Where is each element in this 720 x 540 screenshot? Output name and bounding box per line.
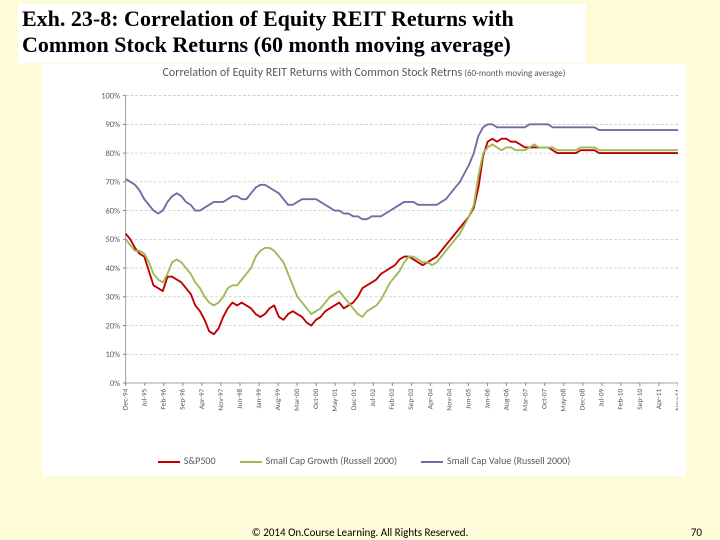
- svg-text:90%: 90%: [105, 120, 120, 130]
- chart-title-main: Correlation of Equity REIT Returns with …: [163, 66, 463, 80]
- page-number: 70: [691, 526, 702, 539]
- svg-text:Jan-99: Jan-99: [255, 388, 264, 408]
- slide-title: Exh. 23-8: Correlation of Equity REIT Re…: [22, 6, 582, 59]
- svg-text:Apr-11: Apr-11: [655, 388, 664, 409]
- svg-text:80%: 80%: [105, 149, 120, 159]
- svg-text:Mar-07: Mar-07: [522, 388, 531, 410]
- chart-container: Correlation of Equity REIT Returns with …: [42, 64, 686, 476]
- svg-text:20%: 20%: [105, 321, 120, 331]
- svg-text:Sep-10: Sep-10: [636, 388, 645, 409]
- svg-text:Jul-95: Jul-95: [141, 388, 150, 406]
- svg-text:Dec-01: Dec-01: [350, 388, 359, 410]
- svg-text:70%: 70%: [105, 178, 120, 188]
- svg-text:Oct-00: Oct-00: [312, 388, 321, 409]
- svg-text:Nov-04: Nov-04: [445, 388, 454, 410]
- svg-text:Feb-10: Feb-10: [617, 389, 626, 410]
- svg-text:May-01: May-01: [331, 388, 340, 411]
- svg-text:Apr-04: Apr-04: [426, 388, 435, 409]
- svg-text:Nov-11: Nov-11: [674, 388, 678, 410]
- legend-label: S&P500: [184, 454, 216, 467]
- svg-text:Oct-07: Oct-07: [541, 388, 550, 409]
- svg-text:60%: 60%: [105, 206, 120, 216]
- svg-text:Jun-98: Jun-98: [236, 388, 245, 408]
- svg-text:0%: 0%: [110, 379, 120, 389]
- svg-text:10%: 10%: [105, 350, 120, 360]
- copyright-text: © 2014 On.Course Learning. All Rights Re…: [0, 526, 720, 539]
- legend-label: Small Cap Growth (Russell 2000): [266, 454, 397, 467]
- svg-text:Feb-03: Feb-03: [388, 389, 397, 410]
- svg-text:40%: 40%: [105, 264, 120, 274]
- svg-text:50%: 50%: [105, 235, 120, 245]
- chart-svg: 0% 10% 20% 30% 40% 50% 60% 70% 80% 90% 100% Dec-94 J…: [90, 84, 678, 436]
- svg-text:Jun-05: Jun-05: [464, 388, 473, 408]
- legend-label: Small Cap Value (Russell 2000): [447, 454, 570, 467]
- svg-text:May-08: May-08: [560, 388, 569, 411]
- legend-item: Small Cap Value (Russell 2000): [421, 454, 570, 467]
- svg-text:Dec-94: Dec-94: [122, 388, 131, 410]
- chart-title: Correlation of Equity REIT Returns with …: [42, 66, 686, 80]
- svg-text:100%: 100%: [101, 91, 120, 101]
- svg-text:Jul-02: Jul-02: [369, 388, 378, 406]
- chart-legend: S&P500 Small Cap Growth (Russell 2000) Sma…: [42, 454, 686, 472]
- legend-swatch: [240, 461, 262, 463]
- svg-text:Sep-96: Sep-96: [179, 388, 188, 409]
- svg-text:Feb-96: Feb-96: [160, 389, 169, 410]
- chart-title-sub: (60-month moving average): [462, 68, 565, 79]
- legend-item: S&P500: [158, 454, 216, 467]
- svg-text:Jul-09: Jul-09: [598, 388, 607, 406]
- svg-text:Jan-06: Jan-06: [483, 388, 492, 408]
- svg-text:30%: 30%: [105, 293, 120, 303]
- svg-text:Sep-03: Sep-03: [407, 388, 416, 409]
- svg-text:Apr-97: Apr-97: [198, 388, 207, 409]
- svg-text:Aug-06: Aug-06: [502, 388, 511, 410]
- svg-text:Aug-99: Aug-99: [274, 388, 283, 410]
- svg-text:Dec-08: Dec-08: [579, 388, 588, 410]
- svg-text:Mar-00: Mar-00: [293, 388, 302, 410]
- legend-swatch: [158, 461, 180, 463]
- legend-item: Small Cap Growth (Russell 2000): [240, 454, 397, 467]
- plot-area: 0%10%20%30%40%50%60%70%80%90%100%Dec-94J…: [90, 84, 678, 390]
- legend-swatch: [421, 461, 443, 463]
- svg-text:Nov-97: Nov-97: [217, 388, 226, 410]
- slide-heading: Exh. 23-8: Correlation of Equity REIT Re…: [18, 4, 586, 63]
